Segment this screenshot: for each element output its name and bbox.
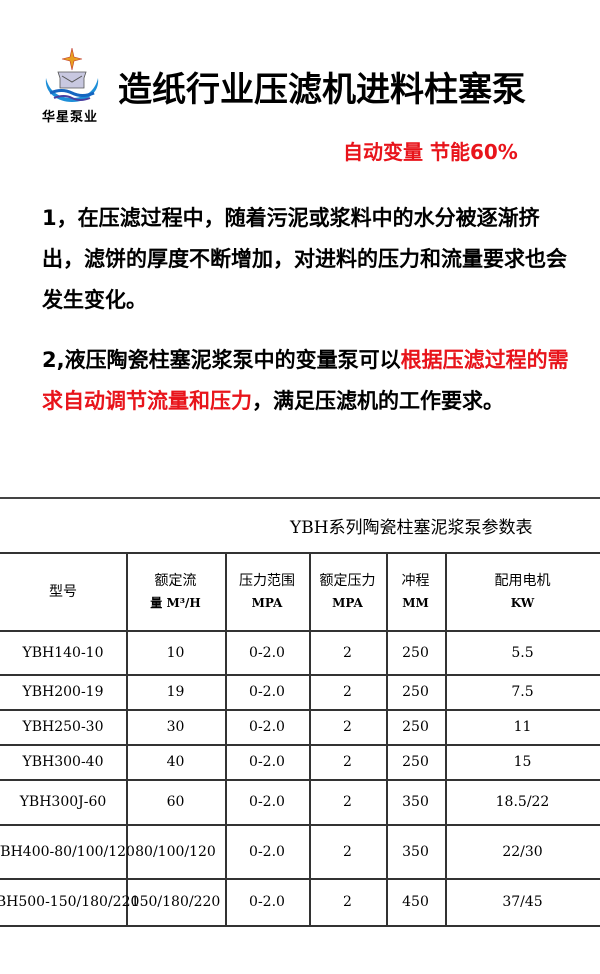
table-header-cell: 型号 (0, 553, 126, 630)
table-cell: YBH500-150/180/220 (0, 894, 140, 910)
header-label: 配用电机 (494, 572, 551, 589)
table-cell: 250 (402, 754, 429, 770)
table-cell: 22/30 (502, 843, 543, 860)
table-cell: 18.5/22 (495, 794, 550, 810)
paragraph-1: 1，在压滤过程中，随着污泥或浆料中的水分被逐渐挤出，滤饼的厚度不断增加，对进料的… (42, 206, 567, 312)
table-cell: 250 (402, 719, 429, 735)
table-cell: 250 (402, 684, 429, 700)
table-column-border (445, 552, 447, 925)
table-cell: YBH200-19 (22, 684, 104, 700)
table-cell: 0-2.0 (249, 644, 285, 661)
table-header-cell: 冲程 MM (386, 553, 445, 630)
header-label: 压力范围 (239, 572, 295, 589)
table-cell: YBH400-80/100/120 (0, 843, 135, 860)
table-column-border (126, 552, 128, 925)
brand-name: 华星泵业 (42, 110, 99, 125)
paragraph-2: 2,液压陶瓷柱塞泥浆泵中的变量泵可以根据压滤过程的需求自动调节流量和压力，满足压… (42, 340, 572, 422)
table-cell: 30 (166, 719, 185, 735)
table-cell: 2 (343, 719, 352, 735)
header-unit: MM (402, 595, 429, 610)
table-cell: 5.5 (511, 644, 534, 661)
company-logo (45, 48, 99, 102)
header-label: 额定压力 (319, 572, 376, 589)
table-column-border (386, 552, 388, 925)
table-cell: 350 (402, 843, 429, 860)
table-cell: 450 (402, 894, 429, 910)
table-top-border (0, 497, 600, 499)
table-cell: 60 (166, 794, 185, 810)
table-row-border (0, 674, 600, 676)
table-cell: 0-2.0 (249, 894, 285, 910)
table-row-border (0, 925, 600, 927)
header-label: 型号 (49, 583, 77, 600)
header-label: 冲程 (401, 572, 430, 589)
table-header-cell: 配用电机 KW (445, 553, 600, 630)
table-cell: 0-2.0 (249, 684, 285, 700)
table-cell: 80/100/120 (135, 843, 216, 860)
table-cell: 2 (343, 794, 352, 810)
table-cell: YBH140-10 (22, 644, 104, 661)
table-cell: 2 (343, 754, 352, 770)
header-unit: MPA (332, 595, 363, 610)
table-cell: 0-2.0 (249, 719, 285, 735)
table-row-border (0, 779, 600, 781)
table-cell: YBH250-30 (22, 719, 104, 735)
page-title: 造纸行业压滤机进料柱塞泵 (118, 70, 526, 110)
table-cell: 37/45 (502, 894, 543, 910)
table-cell: 2 (343, 894, 352, 910)
table-row-border (0, 744, 600, 746)
table-cell: YBH300-40 (22, 754, 104, 770)
table-cell: 19 (166, 684, 185, 700)
table-row-border (0, 878, 600, 880)
table-row-border (0, 709, 600, 711)
table-cell: 2 (343, 644, 352, 661)
table-column-border (309, 552, 311, 925)
table-cell: 40 (166, 754, 185, 770)
header-unit: MPA (251, 595, 283, 610)
table-cell: 0-2.0 (249, 794, 285, 810)
table-cell: 250 (402, 644, 429, 661)
table-row-border (0, 552, 600, 554)
table-header-cell: 额定流量 M³/H (126, 553, 225, 630)
table-column-border (225, 552, 227, 925)
table-cell: 150/180/220 (130, 894, 221, 910)
header-label: 额定流 (154, 572, 197, 589)
table-row-border (0, 824, 600, 826)
table-cell: 0-2.0 (249, 843, 285, 860)
table-cell: 350 (402, 794, 429, 810)
table-cell: 2 (343, 843, 352, 860)
header-unit: 量 M³/H (150, 595, 201, 610)
table-title: YBH系列陶瓷柱塞泥浆泵参数表 (290, 518, 533, 538)
table-row-border (0, 630, 600, 632)
table-cell: 0-2.0 (249, 754, 285, 770)
table-cell: 10 (166, 644, 185, 661)
table-header-cell: 压力范围 MPA (225, 553, 309, 630)
paragraph-2-start: 2,液压陶瓷柱塞泥浆泵中的变量泵可以 (42, 348, 401, 372)
paragraph-2-end: ，满足压滤机的工作要求。 (252, 389, 504, 413)
table-header-cell: 额定压力 MPA (309, 553, 386, 630)
table-cell: 7.5 (511, 684, 534, 700)
slogan: 自动变量 节能60% (343, 140, 518, 164)
table-cell: 15 (513, 754, 532, 770)
table-cell: 2 (343, 684, 352, 700)
paragraph-2-highlight: 根据压滤过程的需求自动调节流量和压力 (42, 348, 569, 413)
table-cell: 11 (513, 719, 532, 735)
table-cell: YBH300J-60 (19, 794, 107, 810)
header-unit: KW (510, 595, 535, 610)
